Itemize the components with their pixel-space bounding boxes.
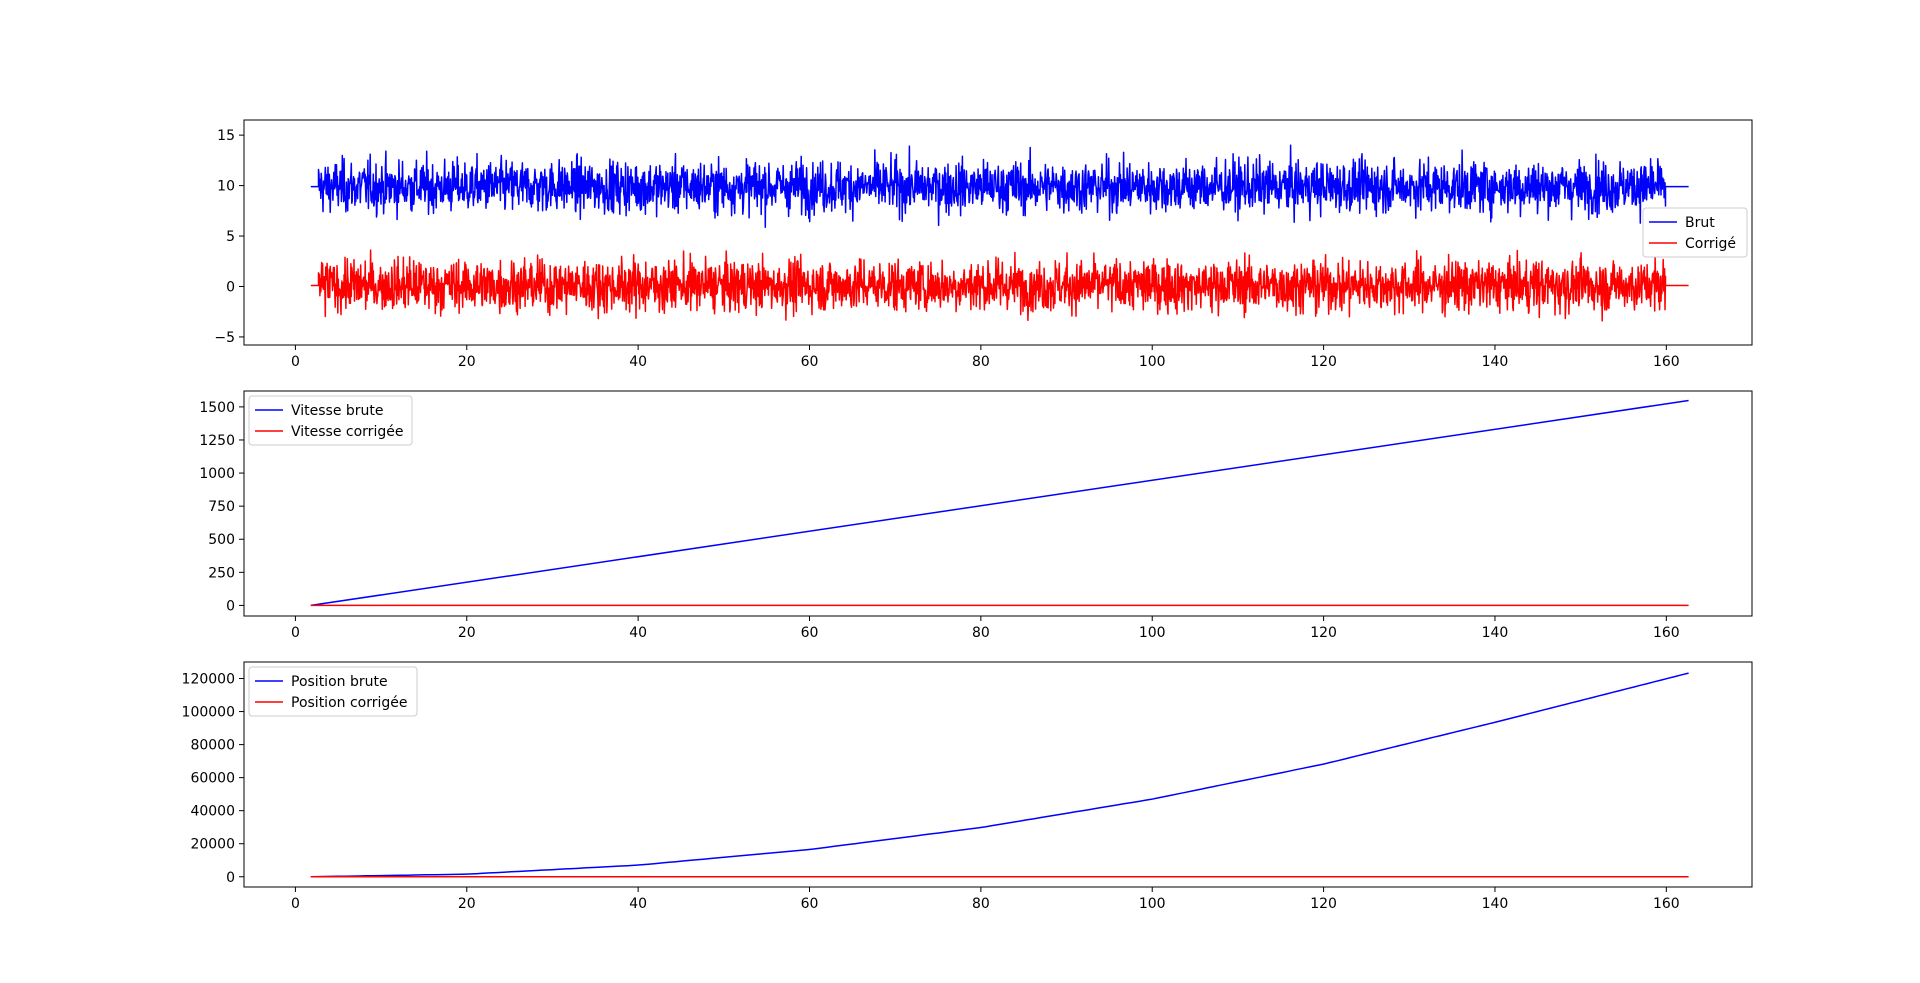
y-tick-label: 250	[208, 565, 235, 581]
y-tick-label: 10	[217, 179, 235, 195]
legend-label: Position corrigée	[291, 695, 408, 711]
y-tick-label: 0	[226, 598, 235, 614]
x-tick-label: 140	[1482, 354, 1509, 370]
x-tick-label: 120	[1310, 896, 1337, 912]
x-tick-label: 80	[972, 354, 990, 370]
legend-box	[1642, 207, 1748, 258]
legend-label: Corrigé	[1685, 236, 1736, 252]
x-tick-label: 100	[1139, 625, 1166, 641]
y-tick-label: 40000	[190, 804, 235, 820]
x-tick-label: 160	[1653, 896, 1680, 912]
axes-2: 0 20 40 60 80 100 120 140 160 0 250 500 750 1000 1250 1…	[199, 390, 1753, 641]
x-tick-label: 0	[291, 354, 300, 370]
axes-3: 0 20 40 60 80 100 120 140 160 0 20000 40000 60000 800…	[182, 661, 1753, 912]
x-tick-label: 20	[458, 354, 476, 370]
legend: Brut Corrigé	[1642, 207, 1748, 258]
x-tick-label: 20	[458, 625, 476, 641]
plot-area	[310, 399, 1689, 607]
legend: Vitesse brute Vitesse corrigée	[248, 395, 413, 446]
y-tick-label: 1000	[199, 466, 235, 482]
x-tick-label: 20	[458, 896, 476, 912]
legend-box	[248, 666, 418, 717]
x-tick-label: 40	[629, 625, 647, 641]
series-line-position-brute	[310, 672, 1689, 878]
axes-frame	[243, 390, 1753, 617]
y-tick-label: 120000	[182, 672, 235, 688]
y-tick-label: 15	[217, 128, 235, 144]
y-tick-label: 750	[208, 499, 235, 515]
series-line-vitesse-brute	[310, 399, 1689, 607]
x-tick-label: 40	[629, 354, 647, 370]
y-tick-label: −5	[214, 330, 235, 346]
x-tick-label: 0	[291, 625, 300, 641]
plot-area	[310, 144, 1689, 322]
y-tick-label: 80000	[190, 738, 235, 754]
legend-label: Vitesse corrigée	[291, 424, 403, 440]
x-tick-label: 80	[972, 625, 990, 641]
legend-box	[248, 395, 413, 446]
x-tick-label: 0	[291, 896, 300, 912]
x-tick-label: 40	[629, 896, 647, 912]
y-tick-label: 1500	[199, 400, 235, 416]
y-tick-label: 1250	[199, 433, 235, 449]
x-tick-label: 80	[972, 896, 990, 912]
x-tick-label: 160	[1653, 625, 1680, 641]
legend-label: Position brute	[291, 674, 388, 690]
x-tick-label: 140	[1482, 625, 1509, 641]
y-tick-label: 0	[226, 870, 235, 886]
x-tick-label: 60	[801, 625, 819, 641]
x-tick-label: 60	[801, 354, 819, 370]
legend-label: Vitesse brute	[291, 403, 384, 419]
plot-area	[310, 672, 1689, 878]
series-line-brut	[310, 144, 1689, 229]
x-tick-label: 100	[1139, 896, 1166, 912]
x-tick-label: 100	[1139, 354, 1166, 370]
x-tick-label: 120	[1310, 354, 1337, 370]
legend: Position brute Position corrigée	[248, 666, 418, 717]
y-tick-label: 0	[226, 279, 235, 295]
y-tick-label: 20000	[190, 837, 235, 853]
y-tick-label: 500	[208, 532, 235, 548]
series-line-corrig-	[310, 249, 1689, 322]
x-tick-label: 160	[1653, 354, 1680, 370]
x-tick-label: 60	[801, 896, 819, 912]
axes-1: 0 20 40 60 80 100 120 140 160 −5 0 5 10 15 Brut Corrigé	[214, 119, 1753, 370]
axes-frame	[243, 119, 1753, 346]
x-tick-label: 140	[1482, 896, 1509, 912]
legend-label: Brut	[1685, 215, 1715, 231]
y-tick-label: 100000	[182, 705, 235, 721]
axes-frame	[243, 661, 1753, 888]
y-tick-label: 5	[226, 229, 235, 245]
y-tick-label: 60000	[190, 771, 235, 787]
x-tick-label: 120	[1310, 625, 1337, 641]
